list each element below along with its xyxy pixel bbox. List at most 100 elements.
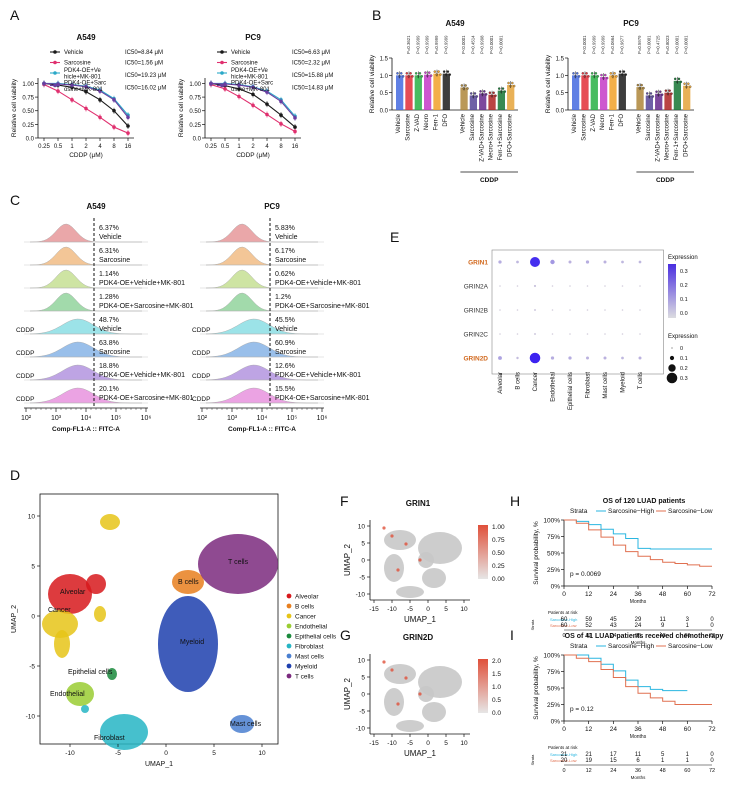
x-tick-label: 8 [279,144,283,150]
size-legend-dot [666,372,678,384]
percentage-label: 48.7% [99,317,119,324]
expression-dot [530,257,540,267]
y-tick-label: 1.0 [556,74,565,80]
x-tick-label: Sarcosine [406,113,412,140]
plot-frame [39,493,279,745]
feature-umap-plot: GRIN2D-15 -10 -5 0 5 101050-5-10UMAP_1UMAP_22… [343,633,501,758]
x-tick-label: -5 [115,750,121,757]
x-tick-label: 0.25 [205,144,217,150]
y-axis-label: UMAP_2 [343,677,352,710]
celltype-label: Mast cells [603,372,609,399]
risk-x-tick: 24 [610,768,616,774]
chart-title: A549 [76,33,96,42]
condition-label: PDK4-OE+Vehicle+MK-801 [99,372,185,379]
bar-replicate-dot [442,70,446,73]
legend-label: Sarcosine−Low [668,643,713,650]
expression-dot [569,285,571,287]
bar [590,75,598,110]
cluster-blob [81,705,89,713]
x-tick-label: Vehicle [637,113,643,133]
y-axis-label: Relative cell viability [11,78,18,137]
y-tick-label: 50% [547,686,560,693]
cluster-label: Cancer [48,607,71,614]
y-tick-label: 5 [361,675,365,682]
y-tick-label: -10 [356,726,366,733]
risk-value: 43 [610,623,617,629]
bar [479,93,487,110]
condition-label: Sarcosine [275,349,306,356]
cluster-blob [230,715,254,733]
gene-dot-plot: GRIN1 GRIN2A GRIN2B GRIN2C GRIN2D Alveolar B c… [463,249,698,410]
expression-dot [621,260,624,264]
size-legend-dot [668,364,676,372]
cell-cloud [384,554,404,582]
bar [433,73,441,110]
bar [414,75,422,110]
p-value-label: P<0.0001 [489,35,494,54]
bar [664,92,672,110]
bar-replicate-dot [420,75,424,78]
viability-bar-chart: PC9 0.0 0.5 1.0 1.5 Relative cell viability Ve… [545,19,694,184]
bar-replicate-dot [437,70,440,73]
bar-replicate-dot [624,73,628,76]
cell-cloud [418,686,434,702]
bar-replicate-dot [675,80,679,84]
expression-dot [533,284,537,288]
legend-swatch [286,663,292,669]
cell-cloud [396,720,424,732]
color-scale-tick: 0.3 [680,269,688,275]
celltype-label: B cells [516,372,522,390]
color-scale-bar [478,659,488,713]
ic50-label: IC50=15.88 μM [292,73,333,79]
bar-replicate-dot [649,92,653,95]
y-tick-label: 5 [31,564,35,571]
color-scale-tick: 0.1 [680,297,688,303]
celltype-label: Fibroblast [586,372,592,399]
bar [488,94,496,110]
y-tick-label: 75% [547,534,560,541]
bar [460,87,468,110]
expression-dot [551,333,554,335]
expression-dot [586,333,589,335]
cddp-label: CDDP [16,396,34,403]
expression-dot [621,333,624,335]
expression-dot [604,285,606,287]
bar-replicate-dot [585,72,588,75]
bar-replicate-dot [587,75,590,78]
x-tick-label: 16 [292,144,299,150]
bar-replicate-dot [602,76,605,80]
bar-replicate-dot [677,77,681,81]
color-scale-tick: 1.00 [492,524,505,531]
cluster-blob [158,596,218,692]
histogram [29,223,142,243]
x-tick-label: -15 [369,740,379,747]
cell-cloud [396,586,424,598]
bar-replicate-dot [596,75,600,78]
bar-replicate-dot [462,87,466,90]
x-tick-label: 10⁵ [287,415,298,422]
expression-dot [639,333,641,335]
histogram [205,318,318,335]
y-axis-label: UMAP_2 [343,543,352,576]
celltype-label: Epithelial cells [568,372,574,410]
legend-swatch-marker [220,50,224,54]
bar-replicate-dot [687,82,690,85]
expression-dot [603,260,607,264]
x-tick-label: 10 [258,750,266,757]
risk-table-title: Patients at risk [548,610,578,615]
cddp-label: CDDP [192,350,210,357]
expression-dot [586,285,589,287]
y-axis-label: Survival probability, % [533,521,540,585]
risk-value: 0 [710,752,714,758]
cluster-blob [100,514,120,530]
bar [405,75,413,110]
x-tick-label: 10 [460,740,468,747]
cluster-label: Epithelial cells [68,669,113,676]
expression-dot [534,333,536,335]
bar [396,75,404,110]
legend-label: Mast cells [295,653,325,660]
bar-replicate-dot [439,73,442,76]
p-value-label: P<0.0001 [582,35,587,54]
bar-replicate-dot [655,90,658,93]
x-axis-label: Months [630,734,647,740]
